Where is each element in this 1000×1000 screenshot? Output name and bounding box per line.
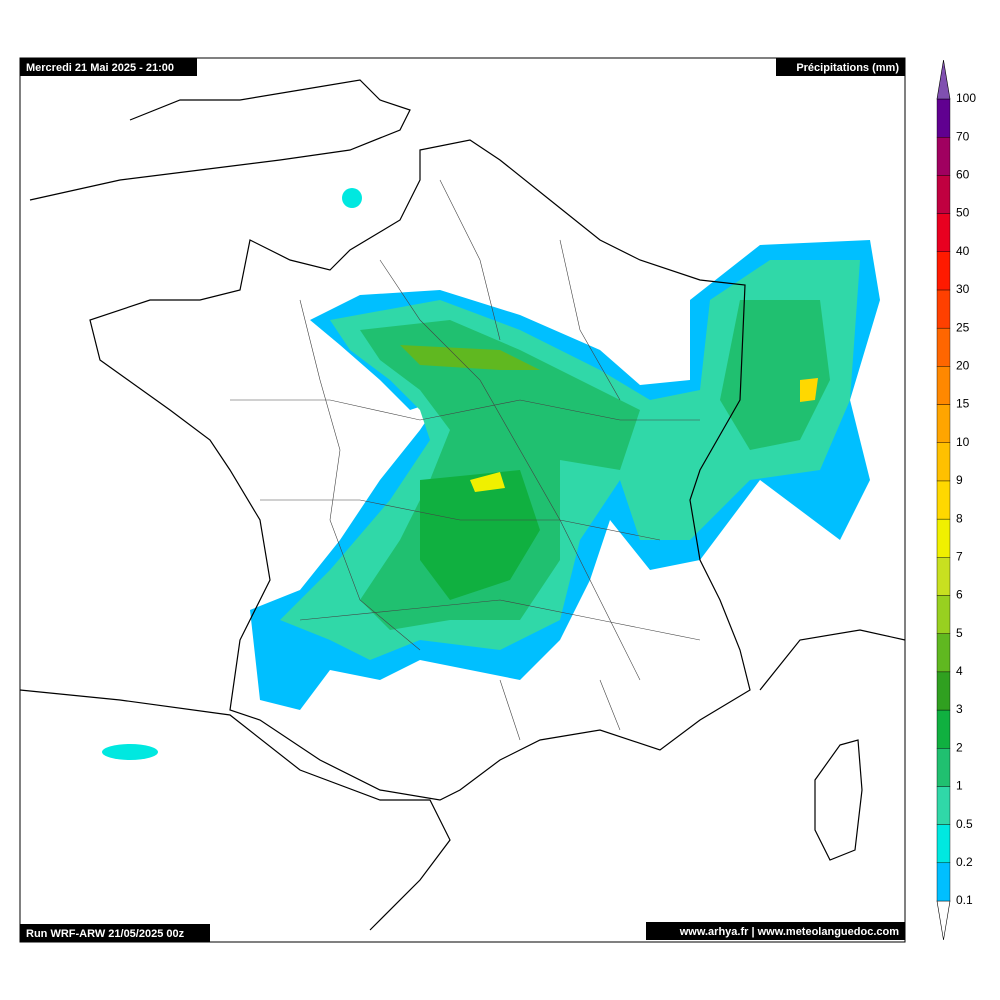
colorbar-label: 40 <box>956 244 970 258</box>
colorbar-label: 30 <box>956 282 970 296</box>
colorbar-label: 100 <box>956 91 976 105</box>
colorbar-label: 1 <box>956 779 963 793</box>
colorbar-label: 2 <box>956 740 963 754</box>
map-title: Mercredi 21 Mai 2025 - 21:00 <box>26 62 174 74</box>
colorbar-band <box>936 748 951 787</box>
colorbar-band <box>936 862 951 902</box>
colorbar-band <box>936 251 951 291</box>
colorbar-band <box>936 327 951 367</box>
source-label: www.arhya.fr | www.meteolanguedoc.com <box>679 926 899 938</box>
colorbar-band <box>936 136 951 176</box>
colorbar-band <box>936 786 951 825</box>
colorbar-label: 5 <box>956 626 963 640</box>
colorbar-band <box>936 824 951 864</box>
colorbar-label: 50 <box>956 206 970 220</box>
colorbar-label: 70 <box>956 129 970 143</box>
colorbar-band <box>936 175 951 214</box>
colorbar-label: 8 <box>956 511 963 525</box>
colorbar-label: 3 <box>956 702 963 716</box>
colorbar-label: 9 <box>956 473 963 487</box>
colorbar-band <box>936 557 951 596</box>
colorbar-label: 0.1 <box>956 893 973 907</box>
colorbar-bottom <box>936 900 951 941</box>
colorbar-label: 0.2 <box>956 855 973 869</box>
colorbar-band <box>936 213 951 252</box>
colorbar-band <box>936 442 951 482</box>
coastlines <box>19 79 906 931</box>
precipitation <box>102 188 880 760</box>
colorbar-label: 4 <box>956 664 963 678</box>
colorbar-band <box>936 404 951 443</box>
colorbar-band <box>936 518 951 558</box>
colorbar-band <box>936 480 951 520</box>
colorbar: 0.1 0.2 0.5 1 2 3 4 5 6 7 8 9 10 15 20 25 30 40 50 60 70 100 <box>936 59 976 941</box>
departments <box>230 179 701 741</box>
colorbar-label: 6 <box>956 588 963 602</box>
colorbar-label: 10 <box>956 435 970 449</box>
colorbar-top <box>936 59 951 100</box>
colorbar-label: 60 <box>956 168 970 182</box>
run-box <box>20 924 210 942</box>
colorbar-label: 20 <box>956 359 970 373</box>
colorbar-band <box>936 595 951 634</box>
colorbar-label: 0.5 <box>956 817 973 831</box>
colorbar-label: 25 <box>956 320 970 334</box>
title-box <box>20 58 197 76</box>
variable-box <box>776 58 905 76</box>
source-box <box>646 922 905 940</box>
run-label: Run WRF-ARW 21/05/2025 00z <box>26 928 185 940</box>
colorbar-band <box>936 289 951 329</box>
colorbar-label: 7 <box>956 549 963 563</box>
colorbar-band <box>936 633 951 673</box>
variable-label: Précipitations (mm) <box>796 62 899 74</box>
colorbar-label: 15 <box>956 397 970 411</box>
colorbar-band <box>936 366 951 405</box>
colorbar-band <box>936 709 951 749</box>
colorbar-band <box>936 671 951 711</box>
colorbar-band <box>936 98 951 138</box>
